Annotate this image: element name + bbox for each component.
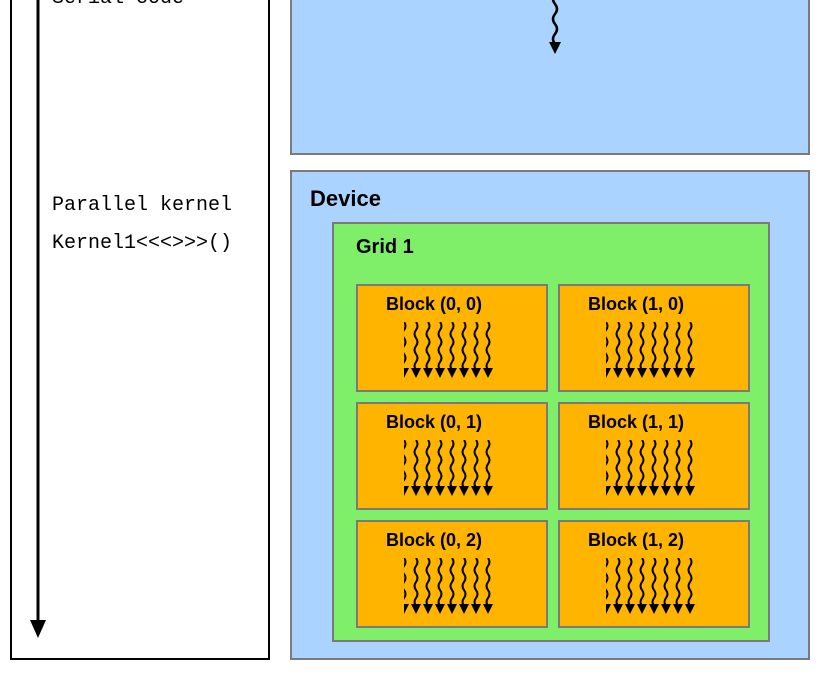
device-box: Device Grid 1 Block (0, 0) Block (1, 0) … xyxy=(290,170,810,660)
threads-icon xyxy=(606,322,702,382)
timeline-arrow-icon xyxy=(30,0,50,642)
block-label: Block (1, 1) xyxy=(588,412,684,433)
block-label: Block (0, 1) xyxy=(386,412,482,433)
serial-code-label: Serial code xyxy=(52,0,184,10)
parallel-kernel-label: Parallel kernel Kernel1<<<>>>() xyxy=(52,187,232,263)
block: Block (0, 1) xyxy=(356,402,548,510)
device-title: Device xyxy=(310,186,381,212)
block: Block (0, 2) xyxy=(356,520,548,628)
threads-icon xyxy=(404,440,500,500)
threads-icon xyxy=(606,558,702,618)
threads-icon xyxy=(404,322,500,382)
block-label: Block (0, 2) xyxy=(386,530,482,551)
blocks-container: Block (0, 0) Block (1, 0) Block (0, 1) B… xyxy=(356,284,750,628)
block-label: Block (0, 0) xyxy=(386,294,482,315)
block: Block (1, 0) xyxy=(558,284,750,392)
block: Block (1, 2) xyxy=(558,520,750,628)
block: Block (0, 0) xyxy=(356,284,548,392)
block-label: Block (1, 2) xyxy=(588,530,684,551)
serial-thread-icon xyxy=(547,0,567,59)
host-box: Host xyxy=(290,0,810,155)
block: Block (1, 1) xyxy=(558,402,750,510)
threads-icon xyxy=(606,440,702,500)
grid-box: Grid 1 Block (0, 0) Block (1, 0) Block (… xyxy=(332,222,770,642)
grid-title: Grid 1 xyxy=(356,236,414,259)
threads-icon xyxy=(404,558,500,618)
block-label: Block (1, 0) xyxy=(588,294,684,315)
code-panel: Serial code Parallel kernel Kernel1<<<>>… xyxy=(10,0,270,660)
